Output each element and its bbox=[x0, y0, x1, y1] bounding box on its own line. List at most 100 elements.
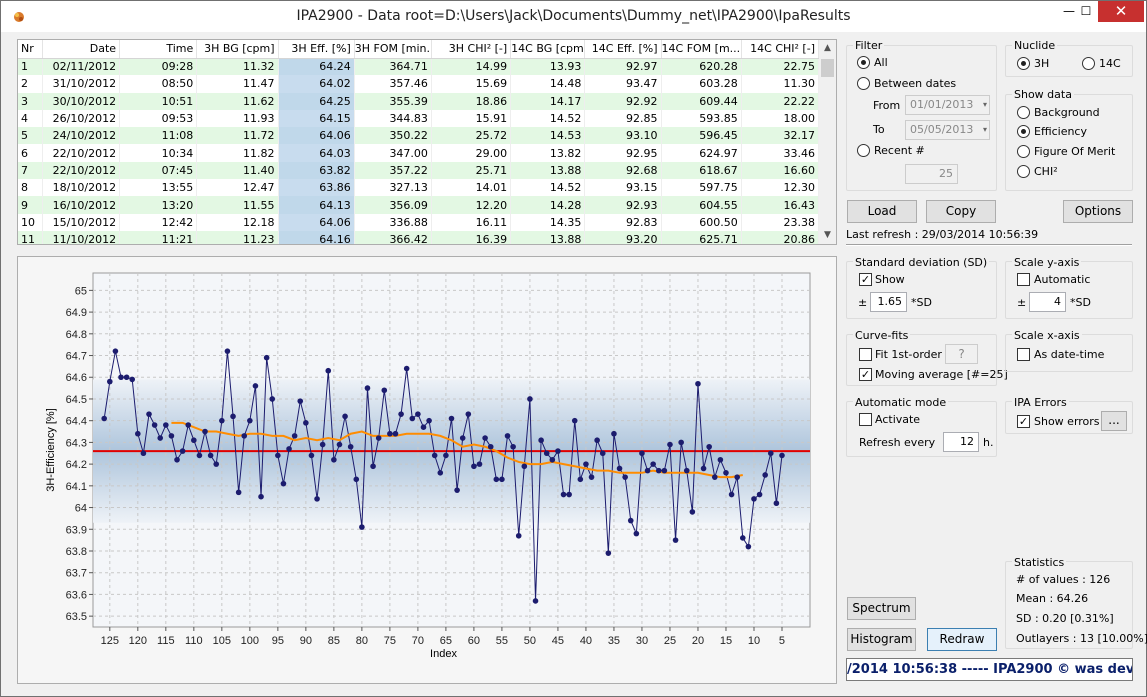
table-cell[interactable]: 33.46 bbox=[741, 144, 820, 162]
column-header[interactable]: 14C BG [cpm] bbox=[510, 40, 586, 59]
table-cell[interactable]: 18.86 bbox=[431, 92, 512, 110]
show-background-radio[interactable] bbox=[1017, 106, 1030, 119]
table-cell[interactable]: 14.48 bbox=[510, 75, 586, 93]
column-header[interactable]: 3H FOM [min.] bbox=[354, 40, 432, 59]
column-header[interactable]: 14C Eff. [%] bbox=[584, 40, 662, 59]
table-cell[interactable]: 11.93 bbox=[196, 109, 279, 128]
scroll-thumb[interactable] bbox=[821, 59, 834, 77]
table-cell[interactable]: 25.72 bbox=[431, 127, 512, 145]
table-cell[interactable]: 11.23 bbox=[196, 230, 279, 244]
table-cell[interactable]: 31/10/2012 bbox=[42, 75, 121, 93]
table-cell[interactable]: 64.24 bbox=[278, 58, 355, 76]
table-cell[interactable]: 11.32 bbox=[196, 58, 279, 76]
table-cell[interactable]: 92.68 bbox=[584, 161, 662, 180]
table-cell[interactable]: 64.13 bbox=[278, 196, 355, 214]
options-button[interactable]: Options bbox=[1063, 200, 1133, 223]
filter-all-radio[interactable] bbox=[857, 56, 870, 69]
table-cell[interactable]: 14.52 bbox=[510, 109, 586, 128]
table-cell[interactable]: 625.71 bbox=[661, 230, 742, 244]
scale-y-factor-input[interactable]: 4 bbox=[1029, 292, 1066, 312]
table-cell[interactable]: 357.22 bbox=[354, 161, 432, 180]
show-fom-radio[interactable] bbox=[1017, 145, 1030, 158]
table-cell[interactable]: 16.43 bbox=[741, 196, 820, 214]
table-row[interactable]: 1 02/11/2012 09:28 11.32 64.24 364.71 14.99 13.… bbox=[18, 58, 820, 76]
table-cell[interactable]: 596.45 bbox=[661, 127, 742, 145]
table-cell[interactable]: 8 bbox=[18, 179, 43, 197]
table-cell[interactable]: 13.88 bbox=[510, 161, 586, 180]
table-cell[interactable]: 25.71 bbox=[431, 161, 512, 180]
table-cell[interactable]: 15/10/2012 bbox=[42, 213, 121, 231]
scale-y-auto-checkbox[interactable] bbox=[1017, 273, 1030, 286]
column-header[interactable]: 14C FOM [m... bbox=[661, 40, 742, 59]
table-cell[interactable]: 11:21 bbox=[119, 230, 198, 244]
table-cell[interactable]: 11.55 bbox=[196, 196, 279, 214]
table-cell[interactable]: 92.83 bbox=[584, 213, 662, 231]
show-chi-radio[interactable] bbox=[1017, 165, 1030, 178]
table-cell[interactable]: 63.82 bbox=[278, 161, 355, 180]
table-cell[interactable]: 5 bbox=[18, 127, 43, 145]
table-cell[interactable]: 15.91 bbox=[431, 109, 512, 128]
table-cell[interactable]: 597.75 bbox=[661, 179, 742, 197]
table-cell[interactable]: 64.25 bbox=[278, 92, 355, 110]
table-cell[interactable]: 29.00 bbox=[431, 144, 512, 162]
table-cell[interactable]: 13.82 bbox=[510, 144, 586, 162]
table-cell[interactable]: 18/10/2012 bbox=[42, 179, 121, 197]
table-cell[interactable]: 16.11 bbox=[431, 213, 512, 231]
table-row[interactable]: 11 11/10/2012 11:21 11.23 64.16 366.42 16.39 13… bbox=[18, 230, 820, 244]
table-cell[interactable]: 14.53 bbox=[510, 127, 586, 145]
minimize-button[interactable]: — bbox=[1063, 4, 1075, 18]
table-cell[interactable]: 07:45 bbox=[119, 161, 198, 180]
table-cell[interactable]: 1 bbox=[18, 58, 43, 76]
table-cell[interactable]: 64.03 bbox=[278, 144, 355, 162]
table-cell[interactable]: 23.38 bbox=[741, 213, 820, 231]
table-cell[interactable]: 64.02 bbox=[278, 75, 355, 93]
column-header[interactable]: 3H CHI² [-] bbox=[431, 40, 512, 59]
table-cell[interactable]: 09:53 bbox=[119, 109, 198, 128]
grid-scrollbar[interactable]: ▲ ▼ bbox=[819, 40, 836, 244]
from-date-picker[interactable]: 01/01/2013 ▾ bbox=[905, 95, 990, 115]
table-cell[interactable]: 603.28 bbox=[661, 75, 742, 93]
table-cell[interactable]: 347.00 bbox=[354, 144, 432, 162]
histogram-button[interactable]: Histogram bbox=[847, 628, 916, 651]
table-row[interactable]: 10 15/10/2012 12:42 12.18 64.06 336.88 16.11 14… bbox=[18, 213, 820, 231]
table-cell[interactable]: 11.30 bbox=[741, 75, 820, 93]
table-cell[interactable]: 30/10/2012 bbox=[42, 92, 121, 110]
table-cell[interactable]: 10 bbox=[18, 213, 43, 231]
table-cell[interactable]: 609.44 bbox=[661, 92, 742, 110]
table-cell[interactable]: 618.67 bbox=[661, 161, 742, 180]
table-row[interactable]: 2 31/10/2012 08:50 11.47 64.02 357.46 15.69 14.… bbox=[18, 75, 820, 93]
maximize-button[interactable]: ☐ bbox=[1080, 4, 1092, 18]
table-row[interactable]: 9 16/10/2012 13:20 11.55 64.13 356.09 12.20 14.… bbox=[18, 196, 820, 214]
table-cell[interactable]: 13.93 bbox=[510, 58, 586, 76]
table-cell[interactable]: 64.16 bbox=[278, 230, 355, 244]
filter-recent-radio[interactable] bbox=[857, 144, 870, 157]
table-cell[interactable]: 624.97 bbox=[661, 144, 742, 162]
table-cell[interactable]: 12.18 bbox=[196, 213, 279, 231]
table-cell[interactable]: 92.95 bbox=[584, 144, 662, 162]
data-grid[interactable]: Nr Date Time 3H BG [cpm] 3H Eff. [%] 3H FOM [… bbox=[17, 39, 837, 245]
table-cell[interactable]: 14.52 bbox=[510, 179, 586, 197]
table-cell[interactable]: 10:51 bbox=[119, 92, 198, 110]
table-cell[interactable]: 336.88 bbox=[354, 213, 432, 231]
column-header[interactable]: 3H BG [cpm] bbox=[196, 40, 279, 59]
table-cell[interactable]: 14.28 bbox=[510, 196, 586, 214]
ipa-errors-more-button[interactable]: ... bbox=[1101, 411, 1127, 431]
column-header[interactable]: Nr bbox=[18, 40, 43, 59]
table-row[interactable]: 4 26/10/2012 09:53 11.93 64.15 344.83 15.91 14.… bbox=[18, 109, 820, 128]
table-cell[interactable]: 18.00 bbox=[741, 109, 820, 128]
table-cell[interactable]: 604.55 bbox=[661, 196, 742, 214]
table-cell[interactable]: 93.15 bbox=[584, 179, 662, 197]
table-cell[interactable]: 92.85 bbox=[584, 109, 662, 128]
table-cell[interactable]: 7 bbox=[18, 161, 43, 180]
column-header[interactable]: 14C CHI² [-] bbox=[741, 40, 820, 59]
table-cell[interactable]: 11.40 bbox=[196, 161, 279, 180]
table-cell[interactable]: 12.20 bbox=[431, 196, 512, 214]
table-cell[interactable]: 3 bbox=[18, 92, 43, 110]
table-cell[interactable]: 08:50 bbox=[119, 75, 198, 93]
table-cell[interactable]: 366.42 bbox=[354, 230, 432, 244]
table-cell[interactable]: 4 bbox=[18, 109, 43, 128]
close-button[interactable]: ✕ bbox=[1098, 1, 1144, 22]
table-cell[interactable]: 92.93 bbox=[584, 196, 662, 214]
table-cell[interactable]: 24/10/2012 bbox=[42, 127, 121, 145]
table-cell[interactable]: 11.62 bbox=[196, 92, 279, 110]
